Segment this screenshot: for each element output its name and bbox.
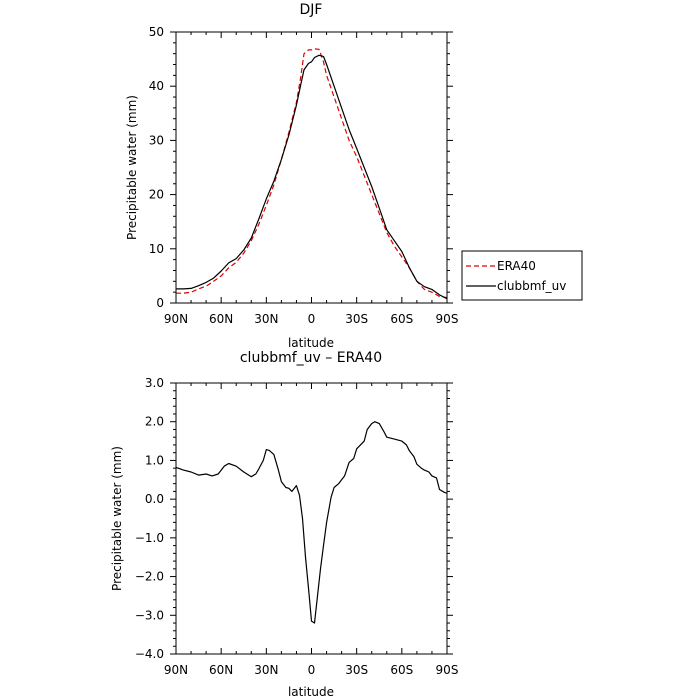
y-tick-label: −1.0 [135, 531, 164, 545]
x-tick-label: 30S [345, 663, 368, 677]
x-axis: 90N 60N 30N 0 30S 60S 90S [164, 383, 459, 677]
chart-difference: clubbmf_uv – ERA40 90N 60N 30N 0 30S 60S 90S −… [110, 350, 458, 699]
legend-label-clubbmf-uv: clubbmf_uv [497, 279, 566, 293]
x-tick-label: 30N [254, 663, 278, 677]
series-line-clubbmf-uv [176, 54, 448, 300]
y-tick-label: 50 [149, 25, 164, 39]
y-tick-label: 2.0 [145, 415, 164, 429]
y-tick-label: 1.0 [145, 453, 164, 467]
x-tick-label: 30S [345, 312, 368, 326]
series-layer [175, 421, 448, 624]
x-tick-label: 30N [254, 312, 278, 326]
x-tick-label: 60N [209, 663, 233, 677]
y-tick-label: 0 [156, 296, 164, 310]
y-tick-label: 40 [149, 79, 164, 93]
y-axis-label: Precipitable water (mm) [110, 446, 124, 591]
series-line-era40 [176, 48, 448, 299]
x-tick-label: 60N [209, 312, 233, 326]
chart-title: clubbmf_uv – ERA40 [240, 350, 382, 366]
x-axis-label: latitude [288, 685, 334, 699]
x-tick-label: 60S [390, 312, 413, 326]
legend-box [461, 250, 583, 301]
y-tick-label: 0.0 [145, 492, 164, 506]
series-layer [176, 48, 448, 300]
y-tick-label: 30 [149, 133, 164, 147]
x-tick-label: 60S [390, 663, 413, 677]
y-axis: −4.0 −3.0 −2.0 −1.0 0.0 1.0 2.0 3.0 [135, 376, 453, 661]
plot-frame [175, 382, 448, 655]
legend: ERA40 clubbmf_uv [461, 250, 583, 301]
x-axis: 90N 60N 30N 0 30S 60S 90S [164, 32, 459, 326]
x-axis-label: latitude [288, 336, 334, 350]
x-tick-label: 90S [436, 663, 459, 677]
y-axis-label: Precipitable water (mm) [125, 95, 139, 240]
x-tick-label: 90S [436, 312, 459, 326]
x-tick-label: 0 [308, 663, 316, 677]
series-line-difference [175, 421, 448, 624]
legend-label-era40: ERA40 [497, 259, 536, 273]
y-tick-label: 3.0 [145, 376, 164, 390]
y-axis: 0 10 20 30 40 50 [149, 25, 453, 310]
x-tick-label: 90N [164, 312, 188, 326]
y-tick-label: −4.0 [135, 647, 164, 661]
y-tick-label: 20 [149, 188, 164, 202]
chart-djf: DJF 90N 60N 30N 0 30S 60S 90S 0 10 20 30 40 50 lati… [125, 2, 583, 350]
x-tick-label: 90N [164, 663, 188, 677]
y-tick-label: −3.0 [135, 608, 164, 622]
y-tick-label: 10 [149, 242, 164, 256]
chart-title: DJF [300, 2, 323, 18]
x-tick-label: 0 [308, 312, 316, 326]
y-tick-label: −2.0 [135, 570, 164, 584]
